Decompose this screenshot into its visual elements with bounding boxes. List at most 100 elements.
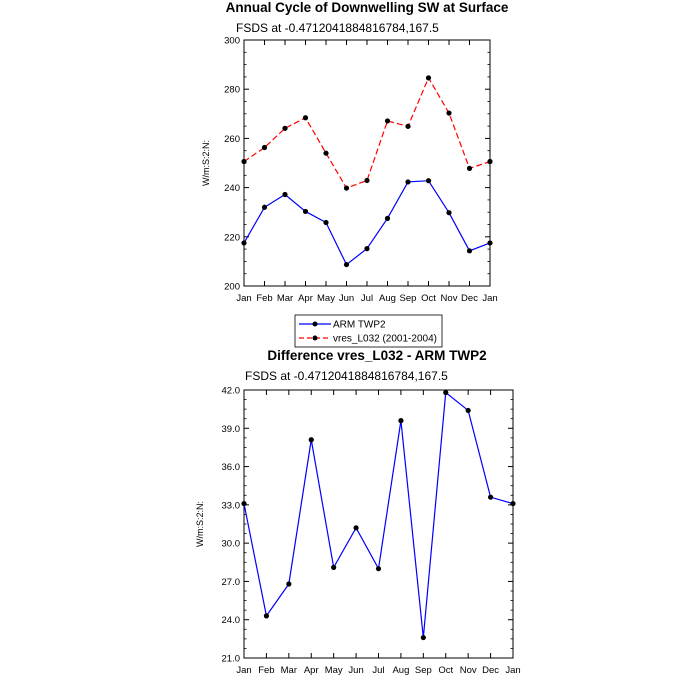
- chart2-frame: [243, 389, 514, 659]
- chart1-y-tick-label: 260: [224, 134, 240, 145]
- chart1-series-line-1: [243, 76, 491, 189]
- chart2-plot-area: [241, 389, 516, 641]
- chart2-series-0-point: [375, 566, 382, 572]
- chart1-y-tick-label: 300: [224, 36, 240, 47]
- legend-label-arm: ARM TWP2: [333, 320, 386, 331]
- chart2-y-axis-label: W/m:S:2:N:: [195, 501, 205, 547]
- chart1-x-tick-label: Dec: [461, 293, 478, 304]
- chart2-x-tick-label: Jan: [236, 665, 251, 676]
- chart2-y-tick-label: 21.0: [222, 654, 241, 665]
- chart1-series-0-point: [282, 191, 288, 198]
- chart2-y-tick-label: 39.0: [222, 424, 241, 435]
- chart1-y-tick-label: 280: [224, 85, 240, 96]
- chart2-title: Difference vres_L032 - ARM TWP2: [267, 348, 486, 363]
- chart2-x-tick-label: Jul: [372, 665, 384, 676]
- chart1-series-0-point: [323, 219, 329, 226]
- chart1-series-1-point: [384, 118, 391, 124]
- chart1-series-1-point: [261, 144, 268, 151]
- chart1-series-0-point: [261, 204, 268, 210]
- chart1-series-1-point: [364, 177, 370, 184]
- chart1-series-1-point: [323, 150, 329, 156]
- legend-marker-vres: [312, 335, 318, 341]
- chart2-series-0-point: [353, 525, 359, 531]
- chart1-y-axis-label: W/m:S:2:N:: [201, 140, 211, 186]
- chart1-x-tick-label: Jan: [236, 293, 251, 304]
- chart1-plot-area: [241, 75, 493, 268]
- chart2-series-0-point: [241, 500, 247, 507]
- chart1-series-0-point: [446, 210, 452, 216]
- chart1-y-tick-label: 200: [224, 282, 240, 293]
- chart2-x-tick-label: Sep: [415, 665, 432, 676]
- chart1-axes: 200 220 240 260 280 300 Jan Feb Mar Apr May Jun Jul A…: [224, 36, 498, 305]
- chart1-series-1-point: [302, 115, 309, 121]
- chart1-series-line-0: [243, 180, 491, 266]
- legend-marker-arm: [312, 321, 318, 327]
- chart1-subtitle: FSDS at -0.4712041884816784,167.5: [236, 21, 439, 35]
- chart1-series-0-point: [364, 246, 370, 252]
- chart2-series-0-point: [286, 581, 292, 587]
- chart1-series-1-point: [405, 123, 411, 129]
- chart2-x-tick-label: Mar: [281, 665, 297, 676]
- legend-box: [294, 314, 443, 348]
- chart2-series-0-point: [263, 613, 270, 619]
- chart2-series-0-point: [308, 437, 314, 443]
- chart2-x-tick-label: May: [325, 665, 343, 676]
- chart1-series-1-point: [425, 75, 432, 81]
- chart1-series-1-point: [487, 158, 493, 165]
- chart2-y-tick-label: 42.0: [222, 386, 241, 397]
- chart2-y-tick-label: 30.0: [222, 539, 241, 550]
- chart2-series-0-point: [331, 564, 337, 570]
- chart1-series-0-point: [384, 215, 391, 221]
- chart2-series-0-point: [510, 500, 516, 507]
- chart1-x-tick-label: Oct: [421, 293, 436, 304]
- chart1-series-1-point: [282, 125, 288, 131]
- chart2-x-tick-label: Aug: [392, 665, 409, 676]
- chart2-series-0-point: [420, 634, 426, 641]
- chart1-y-tick-label: 220: [224, 232, 240, 243]
- chart1-x-tick-label: Feb: [256, 293, 272, 304]
- chart2-y-tick-label: 24.0: [222, 615, 241, 626]
- chart1-x-tick-label: Sep: [400, 293, 417, 304]
- chart1-series-0-point: [405, 179, 411, 185]
- chart2-y-tick-label: 27.0: [222, 577, 241, 588]
- legend: ARM TWP2 vres_L032 (2001-2004): [294, 314, 443, 348]
- chart2-x-tick-label: Jan: [505, 665, 520, 676]
- chart2-x-tick-label: Dec: [482, 665, 499, 676]
- chart2-y-tick-label: 33.0: [222, 500, 241, 511]
- chart1-series-0-point: [487, 240, 493, 246]
- chart1-x-tick-label: Aug: [379, 293, 396, 304]
- chart1-x-tick-label: Apr: [298, 293, 313, 304]
- chart1-series-0-point: [302, 208, 309, 215]
- chart2-series-line-0: [243, 391, 514, 638]
- chart2-subtitle: FSDS at -0.4712041884816784,167.5: [245, 369, 448, 383]
- chart1-series-0-point: [241, 240, 247, 246]
- chart1-x-tick-label: Jun: [339, 293, 354, 304]
- chart2-x-tick-label: Nov: [460, 665, 477, 676]
- chart1-series-1-point: [241, 158, 247, 165]
- chart2-x-tick-label: Apr: [304, 665, 319, 676]
- chart1-series-0-point: [343, 261, 350, 268]
- chart1-x-tick-label: Nov: [441, 293, 458, 304]
- chart2-x-tick-label: Oct: [438, 665, 453, 676]
- chart1-series-1-point: [446, 110, 452, 116]
- chart1-series-1-point: [466, 165, 473, 172]
- chart1-title: Annual Cycle of Downwelling SW at Surfac…: [226, 0, 509, 15]
- chart2-series-0-point: [465, 407, 471, 414]
- chart1-series-1-point: [343, 185, 350, 191]
- chart2-axes: 21.0 24.0 27.0 30.0 33.0 36.0 39.0 42.0 Jan Feb Ma…: [222, 386, 521, 677]
- chart1-x-tick-label: May: [317, 293, 335, 304]
- chart1-x-tick-label: Jan: [482, 293, 497, 304]
- chart1-x-tick-label: Mar: [277, 293, 293, 304]
- chart1-series-0-point: [425, 178, 432, 184]
- chart1-series-0-point: [466, 248, 473, 254]
- chart2-y-tick-label: 36.0: [222, 462, 241, 473]
- chart2-series-0-point: [443, 389, 449, 396]
- chart1-x-tick-label: Jul: [361, 293, 373, 304]
- legend-label-vres: vres_L032 (2001-2004): [333, 334, 437, 345]
- chart2-x-tick-label: Feb: [258, 665, 274, 676]
- chart2-x-tick-label: Jun: [348, 665, 363, 676]
- chart1-y-tick-label: 240: [224, 183, 240, 194]
- chart2-series-0-point: [487, 494, 494, 500]
- chart2-series-0-point: [398, 418, 404, 424]
